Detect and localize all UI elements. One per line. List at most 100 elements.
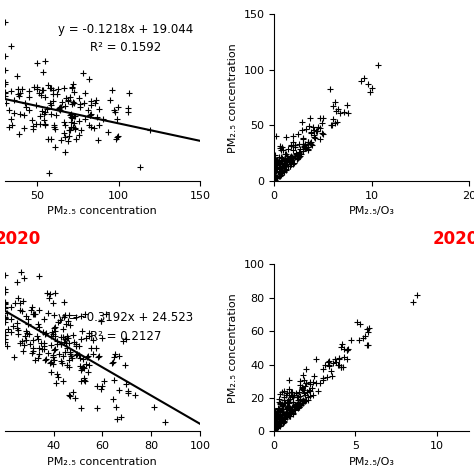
Point [288,392,295,400]
Point [33,60,40,67]
Point [85,329,92,337]
Point [69,389,77,396]
Point [271,414,279,421]
Point [296,401,304,408]
Point [293,151,301,158]
Point [291,402,298,410]
Point [275,412,283,419]
Point [287,409,295,416]
Point [306,380,313,388]
Point [272,167,280,175]
Point [291,143,299,151]
Point [361,332,369,340]
Point [273,421,281,429]
Point [71,125,78,132]
Point [298,383,306,391]
Point [64,137,72,145]
Point [81,365,88,372]
Point [67,118,75,126]
Point [277,169,284,176]
Point [299,147,307,155]
Point [304,145,312,153]
Point [307,140,315,148]
Point [292,390,300,397]
Point [287,153,294,160]
Point [81,377,89,385]
Point [50,356,57,364]
Point [297,401,305,409]
Point [1,271,9,279]
Point [56,106,64,114]
Point [286,410,293,418]
Point [279,416,287,423]
Point [273,175,280,182]
Point [272,132,280,140]
Point [42,356,49,364]
Point [294,404,302,412]
Point [292,407,299,414]
Point [36,272,43,280]
Point [306,386,313,394]
Point [63,362,71,369]
Point [278,154,286,162]
Point [8,328,15,336]
Point [281,414,288,421]
Point [356,320,364,328]
Point [298,384,305,392]
Point [314,387,322,394]
Point [272,161,280,168]
Point [290,405,298,413]
Point [274,414,282,421]
Point [289,146,296,154]
Point [313,128,320,135]
Point [71,112,79,119]
Point [343,346,350,354]
Point [79,69,86,77]
Point [13,278,21,286]
Point [287,157,295,165]
Point [122,335,130,342]
Point [294,396,301,403]
Point [273,410,280,418]
Point [344,346,351,353]
Point [60,129,68,137]
Point [34,83,41,91]
Point [285,412,293,420]
Point [69,100,76,108]
Point [306,392,313,400]
Point [49,97,57,105]
Point [270,405,278,413]
Point [273,424,281,431]
Point [271,167,278,175]
Point [82,310,89,318]
Point [70,119,77,127]
Point [310,373,318,380]
Point [61,335,69,343]
Point [22,328,30,335]
Point [53,91,61,98]
Point [64,97,72,104]
Point [117,413,124,421]
Point [26,106,33,113]
Point [285,156,293,164]
Point [28,350,36,357]
Point [39,68,46,75]
Point [77,336,85,343]
Point [279,160,286,167]
Point [290,393,297,401]
Point [296,145,303,153]
Point [340,353,348,361]
Point [276,170,283,178]
Point [284,155,292,162]
Point [295,388,302,395]
Point [281,161,288,169]
Point [295,140,303,147]
Point [283,150,290,157]
Point [296,381,304,389]
Point [355,337,363,344]
Point [296,392,303,400]
Point [287,154,295,161]
Point [11,300,19,307]
Point [276,143,283,150]
Point [28,117,36,124]
